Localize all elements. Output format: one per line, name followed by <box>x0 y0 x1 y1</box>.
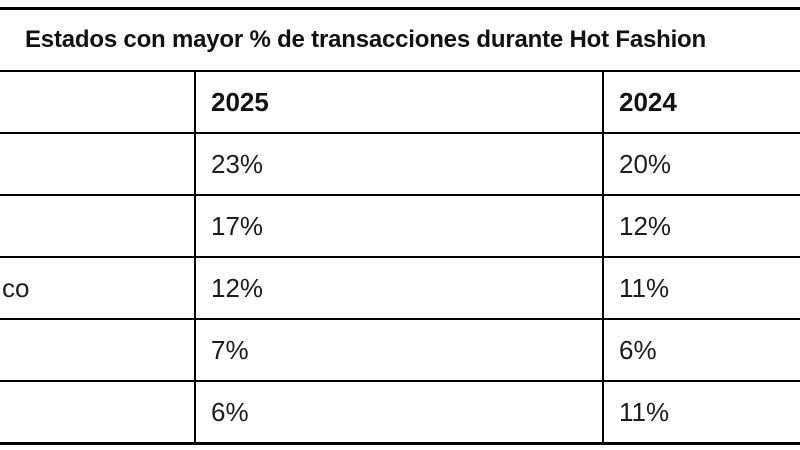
state-cell <box>0 320 196 380</box>
value-2024-cell: 11% <box>619 272 670 303</box>
state-cell-fragment: co <box>0 258 196 318</box>
state-cell <box>0 382 196 442</box>
value-2024-cell: 11% <box>619 396 670 427</box>
header-row: 2025 2024 <box>0 72 800 134</box>
hot-fashion-table: Estados con mayor % de transacciones dur… <box>0 7 800 445</box>
state-cell <box>0 134 196 194</box>
value-2025-cell: 6% <box>196 382 604 442</box>
value-2025-cell: 23% <box>196 134 604 194</box>
column-header-2024: 2024 <box>619 86 677 117</box>
value-2025-cell: 17% <box>196 196 604 256</box>
table-row: 7% 6% <box>0 320 800 382</box>
title-row: Estados con mayor % de transacciones dur… <box>0 10 800 72</box>
column-header-state <box>0 72 196 132</box>
table-row: 17% 12% <box>0 196 800 258</box>
value-2024-cell: 12% <box>619 210 672 241</box>
value-2025-cell: 7% <box>196 320 604 380</box>
table-row: co 12% 11% <box>0 258 800 320</box>
table-row: 6% 11% <box>0 382 800 445</box>
value-2024-cell: 6% <box>619 334 657 365</box>
value-2025-cell: 12% <box>196 258 604 318</box>
state-cell <box>0 196 196 256</box>
table-title: Estados con mayor % de transacciones dur… <box>25 26 706 53</box>
column-header-2025: 2025 <box>196 72 604 132</box>
table-row: 23% 20% <box>0 134 800 196</box>
value-2024-cell: 20% <box>619 148 672 179</box>
